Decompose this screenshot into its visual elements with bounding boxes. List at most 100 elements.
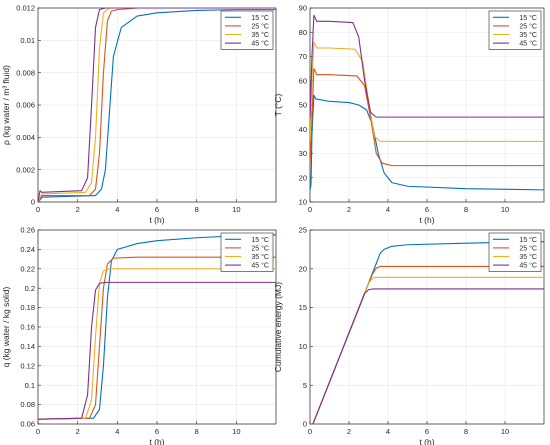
x-tick-label: 10 (232, 205, 240, 214)
x-tick-label: 6 (425, 205, 429, 214)
y-tick-label: 0 (31, 198, 35, 207)
y-tick-label: 10 (299, 198, 307, 207)
x-axis-label: t (h) (419, 437, 434, 445)
chart-2: 0 2 4 6 8 10 10 20 30 40 50 60 70 80 90 t (h) T (°C) 15 °… (273, 4, 545, 225)
y-tick-label: 60 (299, 76, 307, 85)
legend-label: 35 °C (519, 253, 537, 261)
series-line (38, 281, 276, 420)
y-tick-label: 0.002 (16, 165, 35, 174)
y-tick-label: 0.2 (25, 284, 35, 293)
x-tick-label: 4 (115, 427, 119, 436)
y-tick-label: 0.1 (25, 381, 35, 390)
legend-label: 45 °C (251, 40, 269, 48)
x-axis-label: t (h) (419, 215, 434, 225)
legend-label: 25 °C (251, 244, 269, 252)
y-tick-label: 30 (299, 149, 307, 158)
series-line (310, 288, 544, 424)
y-tick-label: 15 (299, 303, 307, 312)
x-tick-label: 8 (464, 205, 468, 214)
y-tick-label: 20 (299, 264, 307, 273)
legend-label: 35 °C (251, 253, 269, 261)
x-tick-label: 8 (195, 205, 199, 214)
x-axis-label: t (h) (149, 437, 164, 445)
series-line (38, 268, 276, 420)
legend-label: 15 °C (251, 236, 269, 244)
x-tick-label: 4 (386, 205, 390, 214)
legend-label: 45 °C (519, 40, 537, 48)
y-tick-label: 20 (299, 173, 307, 182)
y-tick-label: 10 (299, 342, 307, 351)
series-line (38, 9, 276, 202)
series-line (310, 94, 544, 191)
x-tick-label: 2 (76, 427, 80, 436)
y-tick-label: 0.006 (16, 101, 35, 110)
legend: 15 °C25 °C35 °C45 °C (220, 232, 274, 272)
x-tick-label: 0 (36, 205, 40, 214)
legend-label: 25 °C (519, 22, 537, 30)
legend-label: 15 °C (519, 14, 537, 22)
y-tick-label: 50 (299, 101, 307, 110)
x-tick-label: 4 (115, 205, 119, 214)
x-tick-label: 4 (386, 427, 390, 436)
legend-label: 15 °C (251, 14, 269, 22)
y-tick-label: 0.24 (20, 245, 35, 254)
series-line (38, 8, 276, 202)
legend: 15 °C25 °C35 °C45 °C (488, 10, 542, 50)
legend-label: 15 °C (519, 236, 537, 244)
x-tick-label: 2 (347, 205, 351, 214)
y-tick-label: 80 (299, 28, 307, 37)
x-tick-label: 6 (425, 427, 429, 436)
chart-1: 0 2 4 6 8 10 0 0.002 0.004 0.006 0.008 0.01 0.012 t (… (1, 4, 277, 225)
x-tick-label: 6 (155, 427, 159, 436)
x-tick-label: 10 (501, 205, 509, 214)
legend-label: 25 °C (251, 22, 269, 30)
y-tick-label: 0.16 (20, 323, 35, 332)
legend-label: 35 °C (251, 31, 269, 39)
series-line (310, 14, 544, 118)
y-tick-label: 0.06 (20, 420, 35, 429)
chart-3: 0 2 4 6 8 10 0.06 0.08 0.1 0.12 0.14 0.16 0.18 0.2 0.2… (1, 226, 277, 445)
y-axis-label: Cumulative energy (MJ) (273, 282, 283, 372)
y-tick-label: 0.012 (16, 4, 35, 13)
x-tick-label: 8 (195, 427, 199, 436)
y-tick-label: 0.14 (20, 342, 35, 351)
legend: 15 °C25 °C35 °C45 °C (488, 232, 542, 272)
y-tick-label: 0.008 (16, 68, 35, 77)
x-tick-label: 2 (76, 205, 80, 214)
series-line (38, 8, 276, 202)
y-tick-label: 0.12 (20, 361, 35, 370)
y-tick-label: 25 (299, 226, 307, 235)
y-tick-label: 0.08 (20, 400, 35, 409)
legend-label: 25 °C (519, 244, 537, 252)
legend: 15 °C25 °C35 °C45 °C (220, 10, 274, 50)
series-line (310, 265, 544, 424)
y-tick-label: 70 (299, 52, 307, 61)
series-line (310, 276, 544, 424)
chart-4: 0 2 4 6 8 10 0 5 10 15 20 25 t (h) Cumulative energy … (273, 226, 545, 445)
legend-label: 35 °C (519, 31, 537, 39)
series-line (38, 256, 276, 420)
x-axis-label: t (h) (149, 215, 164, 225)
series-line (310, 68, 544, 167)
series-line (38, 8, 276, 202)
x-tick-label: 0 (36, 427, 40, 436)
x-tick-label: 10 (232, 427, 240, 436)
legend-label: 45 °C (251, 262, 269, 270)
x-tick-label: 0 (308, 205, 312, 214)
x-tick-label: 0 (308, 427, 312, 436)
y-tick-label: 0.22 (20, 264, 35, 273)
x-tick-label: 2 (347, 427, 351, 436)
series-line (310, 41, 544, 142)
y-tick-label: 0.26 (20, 226, 35, 235)
y-axis-label: T (°C) (273, 94, 283, 117)
y-tick-label: 40 (299, 125, 307, 134)
x-tick-label: 6 (155, 205, 159, 214)
y-tick-label: 0.01 (20, 36, 35, 45)
y-tick-label: 0.004 (16, 133, 35, 142)
y-tick-label: 0.18 (20, 303, 35, 312)
y-axis-label: ρ (kg water / m³ fluid) (1, 65, 11, 145)
y-axis-label: q (kg water / kg solid) (1, 286, 11, 367)
y-tick-label: 5 (303, 381, 307, 390)
y-tick-label: 0 (303, 420, 307, 429)
x-tick-label: 10 (501, 427, 509, 436)
